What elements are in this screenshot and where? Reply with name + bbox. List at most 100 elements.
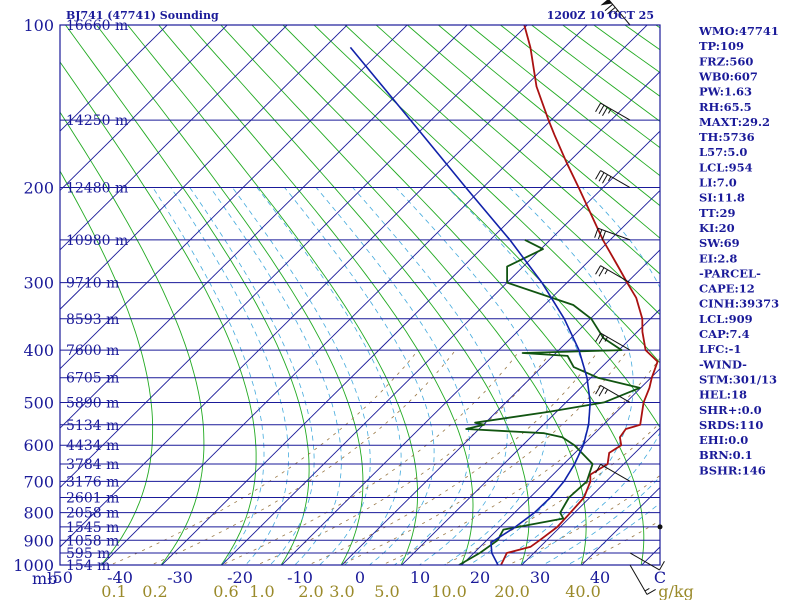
isotherm (401, 308, 660, 565)
moist-adiabat (232, 187, 371, 565)
height-label: 16660 m (66, 18, 128, 34)
wind-barb-staff (629, 564, 648, 595)
moist-adiabat (395, 187, 548, 565)
mixing-ratio-unit-label: g/kg (658, 582, 694, 600)
index-entry: TH:5736 (699, 130, 755, 144)
moist-adiabat (189, 187, 315, 565)
dry-adiabat (251, 25, 645, 565)
wind-barb-feather (595, 102, 601, 112)
wind-barb-feather (595, 464, 601, 474)
moist-adiabat (170, 187, 289, 565)
pressure-tick-label: 700 (23, 472, 54, 491)
wind-barb-half-feather (604, 336, 608, 342)
wind-barb-staff (600, 463, 631, 482)
index-entry: CAPE:12 (699, 282, 755, 296)
index-entry: PW:1.63 (699, 85, 752, 99)
isotherm (101, 25, 648, 565)
index-entry: EHI:0.0 (699, 433, 748, 447)
grid-layer (60, 25, 660, 565)
height-label: 595 m (66, 546, 110, 562)
index-entry: L57:5.0 (699, 145, 747, 159)
moist-adiabat (209, 187, 342, 565)
wind-barb-staff (600, 265, 631, 284)
dry-adiabat (60, 111, 205, 565)
height-label: 1545 m (66, 520, 119, 536)
index-entry: WB0:607 (698, 69, 758, 83)
isotherm (60, 25, 168, 132)
pressure-unit-label: mb (32, 569, 57, 588)
index-entry: STM:301/13 (699, 372, 777, 386)
index-entry: HEL:18 (699, 388, 747, 402)
temperature-tick-label: -30 (167, 568, 193, 587)
index-entry: CINH:39373 (699, 297, 779, 311)
mixing-ratio-tick-label: 2.0 (298, 582, 323, 600)
moist-adiabat (517, 187, 660, 565)
wind-barb-feather (601, 230, 607, 241)
index-entry: CAP:7.4 (699, 327, 750, 341)
pressure-tick-label: 300 (23, 274, 54, 293)
moist-adiabat (152, 187, 265, 565)
wind-barb-feather (598, 172, 605, 182)
height-label: 5134 m (66, 418, 119, 434)
dry-adiabat (65, 25, 310, 565)
height-label: 10980 m (66, 233, 128, 249)
index-entry: MAXT:29.2 (699, 115, 770, 129)
temperature-tick-label: 10 (410, 568, 430, 587)
mixing-ratio-tick-label: 5.0 (374, 582, 399, 600)
index-entry: -WIND- (699, 357, 747, 371)
wind-barb-feather (607, 6, 616, 15)
isotherm (341, 249, 660, 565)
pressure-tick-label: 200 (23, 179, 54, 198)
wind-barb-staff (600, 102, 631, 121)
mixing-ratio-line (307, 349, 600, 565)
temperature-tick-label: -40 (107, 568, 133, 587)
index-entry: LCL:954 (699, 160, 753, 174)
dry-adiabat (127, 25, 419, 565)
index-entry: -PARCEL- (699, 266, 761, 280)
wind-barb-feather (595, 170, 601, 180)
mixing-ratio-tick-label: 40.0 (565, 582, 601, 600)
height-label: 7600 m (66, 343, 119, 359)
dry-adiabat (158, 25, 474, 565)
dry-adiabat (220, 25, 587, 565)
height-label: 1058 m (66, 533, 119, 549)
parcel-profile (349, 46, 592, 565)
wind-barb-column (594, 0, 665, 595)
pressure-tick-label: 900 (23, 531, 54, 550)
isotherm (60, 25, 348, 310)
mixing-ratio-line (576, 520, 660, 565)
dry-adiabat (375, 25, 660, 275)
height-label: 6705 m (66, 371, 119, 387)
height-label: 8593 m (66, 312, 119, 328)
dry-adiabat (96, 25, 364, 565)
wind-barb-half-feather (604, 269, 608, 275)
pressure-tick-label: 500 (23, 393, 54, 412)
moist-adiabat (315, 187, 470, 565)
pressure-tick-label: 1000 (13, 556, 54, 575)
wind-barb-feather (598, 104, 605, 114)
isotherm (161, 71, 660, 565)
wind-barb-feather (598, 334, 605, 345)
isotherm (60, 25, 288, 251)
temperature-tick-label: 0 (355, 568, 365, 587)
wind-barb-staff (597, 227, 631, 241)
mixing-ratio-tick-label: 1.0 (249, 582, 274, 600)
wind-barb-feather (604, 3, 613, 12)
wind-barb-staff (600, 385, 631, 403)
mixing-ratio-tick-label: 20.0 (494, 582, 530, 600)
pressure-tick-label: 800 (23, 504, 54, 523)
index-entry: TT:29 (699, 206, 736, 220)
isotherm (281, 189, 660, 565)
wind-barb-feather (659, 561, 665, 571)
isotherm (521, 427, 660, 565)
wind-barb-feather (598, 387, 605, 397)
index-entry: LFC:-1 (699, 342, 741, 356)
wind-barb-half-feather (608, 108, 612, 114)
dry-adiabat (282, 25, 660, 429)
wind-barb-feather (597, 229, 603, 240)
temperature-profile (500, 25, 659, 565)
index-entry: WMO:47741 (698, 24, 779, 38)
